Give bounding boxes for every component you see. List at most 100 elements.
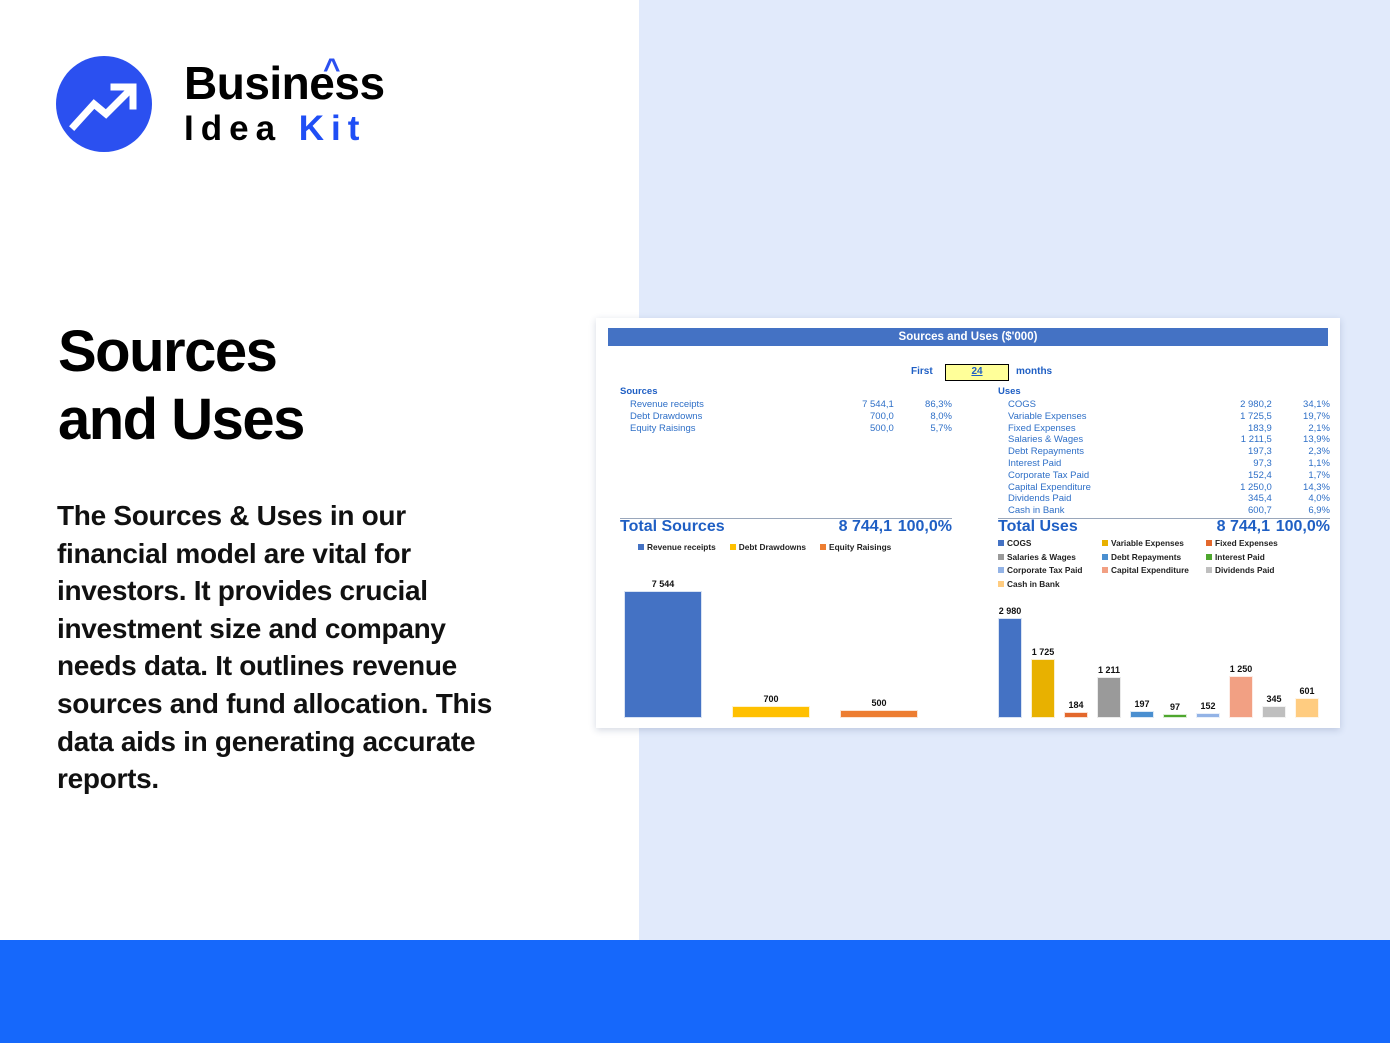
legend-item: Variable Expenses xyxy=(1102,538,1206,548)
logo-business-text: Business xyxy=(184,57,385,109)
legend-swatch-icon xyxy=(998,553,1004,560)
legend-swatch-icon xyxy=(820,544,827,550)
sources-rows: Revenue receipts 7 544,1 86,3% Debt Drawdow… xyxy=(620,399,952,434)
sources-total-label: Total Sources xyxy=(620,518,725,535)
cell-label: Dividends Paid xyxy=(1008,493,1072,505)
bar-value-label: 1 250 xyxy=(1229,663,1253,674)
bar-group: 601 xyxy=(1295,606,1319,718)
legend-label: COGS xyxy=(1007,538,1032,548)
bar xyxy=(998,618,1022,718)
table-row: Corporate Tax Paid 152,4 1,7% xyxy=(998,470,1330,482)
cell-pct: 4,0% xyxy=(1308,493,1330,505)
bar-value-label: 2 980 xyxy=(998,606,1022,616)
table-row: Debt Repayments 197,3 2,3% xyxy=(998,446,1330,458)
cell-label: COGS xyxy=(1008,399,1036,410)
legend-label: Debt Repayments xyxy=(1111,551,1182,562)
uses-rows: COGS 2 980,2 34,1% Variable Expenses 1 725,5… xyxy=(998,399,1330,517)
bar-group: 345 xyxy=(1262,606,1286,718)
cell-value: 1 725,5 xyxy=(1240,410,1272,422)
legend-label: Revenue receipts xyxy=(647,542,716,552)
bar-group: 97 xyxy=(1163,606,1187,718)
bar xyxy=(1262,706,1286,718)
table-row: Revenue receipts 7 544,1 86,3% xyxy=(620,399,952,411)
logo-wordmark-idea-kit: Idea Kit xyxy=(184,109,385,149)
months-input[interactable]: 24 xyxy=(945,364,1009,381)
legend-label: Variable Expenses xyxy=(1111,538,1184,548)
bar-value-label: 197 xyxy=(1134,699,1150,710)
table-row: Salaries & Wages 1 211,5 13,9% xyxy=(998,434,1330,446)
page-title: Sources and Uses xyxy=(58,319,305,452)
left-white-panel xyxy=(0,0,639,940)
months-suffix-label: months xyxy=(1016,366,1053,377)
cell-pct: 2,3% xyxy=(1308,446,1330,458)
legend-item: Corporate Tax Paid xyxy=(998,565,1102,575)
cell-pct: 86,3% xyxy=(925,399,952,410)
bottom-accent-bar xyxy=(0,940,1390,1043)
sources-bar-chart: 7 544 700 500 xyxy=(624,566,954,718)
sources-table: Sources Revenue receipts 7 544,1 86,3% Debt… xyxy=(620,386,952,434)
cell-label: Fixed Expenses xyxy=(1008,422,1076,434)
bar xyxy=(1130,711,1154,718)
uses-plot-area: 2 980 1 725 184 1 211 197 97 152 1 250 345 601 xyxy=(998,606,1330,718)
body-paragraph: The Sources & Uses in our financial mode… xyxy=(57,500,493,795)
bar-group: 1 725 xyxy=(1031,606,1055,718)
cell-value: 97,3 xyxy=(1253,457,1272,469)
months-input-row: First 24 months xyxy=(608,364,1328,381)
bar-value-label: 184 xyxy=(1068,699,1084,710)
table-row: Cash in Bank 600,7 6,9% xyxy=(998,505,1330,517)
legend-item: Equity Raisings xyxy=(820,542,891,552)
table-row: Interest Paid 97,3 1,1% xyxy=(998,458,1330,470)
bar-group: 184 xyxy=(1064,606,1088,718)
cell-label: Equity Raisings xyxy=(630,422,696,434)
cell-value: 2 980,2 xyxy=(1240,399,1272,410)
bar xyxy=(1163,714,1187,718)
cell-value: 500,0 xyxy=(870,422,894,434)
legend-swatch-icon xyxy=(1102,540,1108,546)
cell-value: 7 544,1 xyxy=(862,399,894,410)
sources-total-value: 8 744,1 xyxy=(838,518,892,535)
cell-pct: 1,1% xyxy=(1308,457,1330,469)
legend-swatch-icon xyxy=(1102,553,1108,560)
legend-swatch-icon xyxy=(638,544,644,550)
logo-wordmark-business: Business ^ xyxy=(184,55,385,109)
legend-item: Salaries & Wages xyxy=(998,552,1102,562)
legend-item: COGS xyxy=(998,538,1102,548)
legend-item: Fixed Expenses xyxy=(1206,538,1310,548)
legend-label: Dividends Paid xyxy=(1215,565,1275,575)
legend-swatch-icon xyxy=(1206,553,1212,560)
bar xyxy=(1097,676,1121,718)
legend-item: Debt Repayments xyxy=(1102,552,1206,562)
sources-total-wrap: Total Sources 8 744,1 100,0% xyxy=(620,518,952,535)
bar-group: 500 xyxy=(840,578,918,718)
sources-chart-legend: Revenue receipts Debt Drawdowns Equity Rai… xyxy=(638,542,938,552)
legend-label: Salaries & Wages xyxy=(1007,551,1076,562)
table-row: Debt Drawdowns 700,0 8,0% xyxy=(620,411,952,423)
uses-total-value: 8 744,1 xyxy=(1216,518,1270,535)
legend-label: Fixed Expenses xyxy=(1215,538,1278,548)
bar xyxy=(732,706,810,718)
legend-item: Debt Drawdowns xyxy=(729,542,807,552)
cell-value: 197,3 xyxy=(1248,446,1272,458)
trending-up-arrow-icon xyxy=(56,56,152,152)
legend-swatch-icon xyxy=(998,567,1004,573)
months-prefix-label: First xyxy=(911,366,933,377)
table-row: Variable Expenses 1 725,5 19,7% xyxy=(998,411,1330,423)
cell-value: 152,4 xyxy=(1248,469,1272,481)
cell-pct: 2,1% xyxy=(1308,422,1330,434)
bar-group: 1 250 xyxy=(1229,606,1253,718)
legend-swatch-icon xyxy=(1206,567,1212,573)
uses-total-wrap: Total Uses 8 744,1 100,0% xyxy=(998,518,1330,535)
bar-value-label: 700 xyxy=(763,694,779,705)
cell-label: Capital Expenditure xyxy=(1008,481,1091,493)
bar xyxy=(840,709,918,718)
bar xyxy=(1064,711,1088,718)
table-row: COGS 2 980,2 34,1% xyxy=(998,399,1330,411)
bar-group: 700 xyxy=(732,578,810,718)
bar xyxy=(1229,675,1253,718)
legend-label: Debt Drawdowns xyxy=(738,542,807,552)
cell-label: Debt Drawdowns xyxy=(630,410,703,422)
cell-pct: 19,7% xyxy=(1303,410,1330,422)
bar-value-label: 152 xyxy=(1200,700,1216,711)
table-row: Fixed Expenses 183,9 2,1% xyxy=(998,423,1330,435)
sources-plot-area: 7 544 700 500 xyxy=(624,578,954,718)
